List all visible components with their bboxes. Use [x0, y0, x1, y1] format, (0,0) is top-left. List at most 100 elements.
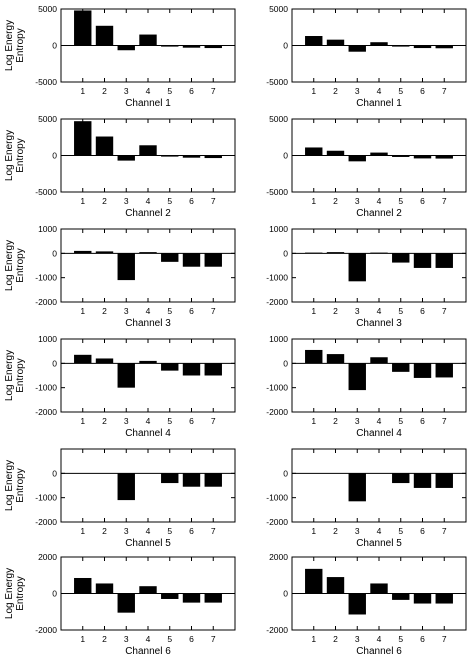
bar-7 — [435, 593, 453, 604]
bar-2 — [326, 39, 345, 46]
y-tick-label: -5000 — [35, 187, 57, 197]
x-tick-label: 4 — [146, 196, 151, 206]
bar-6 — [413, 155, 432, 159]
x-tick-label: 1 — [80, 86, 85, 96]
bar-1 — [305, 147, 323, 156]
x-tick-label: 4 — [377, 526, 382, 536]
y-tick-label: 0 — [52, 468, 57, 478]
bar-6 — [413, 363, 432, 378]
x-tick-label: 6 — [420, 196, 425, 206]
bar-1 — [74, 121, 92, 156]
chart-panel-7: 1000 0 -1000 -2000 1 2 3 4 5 6 7 Channel 4 Log Energ… — [4, 334, 236, 439]
y-axis-label: Log Energy — [4, 350, 15, 401]
bar-6 — [413, 593, 432, 604]
x-tick-label: 3 — [124, 306, 129, 316]
x-tick-label: 2 — [333, 86, 338, 96]
x-tick-label: 7 — [211, 634, 216, 644]
bar-1 — [305, 36, 323, 46]
x-tick-label: 1 — [311, 416, 316, 426]
y-tick-label: -2000 — [35, 625, 57, 635]
x-tick-label: 7 — [442, 634, 447, 644]
y-tick-label: -1000 — [266, 273, 288, 283]
bar-5 — [161, 155, 179, 157]
bar-4 — [139, 586, 157, 594]
bar-7 — [204, 593, 222, 603]
x-tick-label: 7 — [211, 86, 216, 96]
x-tick-label: 3 — [124, 634, 129, 644]
x-tick-label: 7 — [211, 306, 216, 316]
y-tick-label: -1000 — [35, 383, 57, 393]
x-tick-label: 7 — [211, 196, 216, 206]
chart-panel-8: 1000 0 -1000 -2000 1 2 3 4 5 6 7 Channel 4 — [266, 334, 467, 439]
bar-7 — [204, 45, 222, 49]
x-tick-label: 4 — [146, 306, 151, 316]
x-tick-label: 5 — [398, 306, 403, 316]
y-axis-label: Entropy — [15, 248, 26, 282]
chart-panel-3: 5000 0 -5000 1 2 3 4 5 6 7 Channel 2 Log Energy Entr… — [4, 114, 236, 219]
bar-3 — [348, 45, 366, 52]
x-tick-label: 1 — [80, 196, 85, 206]
x-tick-label: 5 — [398, 634, 403, 644]
x-tick-label: 5 — [398, 416, 403, 426]
x-tick-label: 6 — [189, 306, 194, 316]
y-axis-label: Log Energy — [4, 568, 15, 619]
x-tick-label: 2 — [102, 416, 107, 426]
bar-3 — [348, 253, 366, 282]
y-tick-label: 0 — [52, 358, 57, 368]
chart-panel-10: 0 -1000 -2000 1 2 3 4 5 6 7 Channel 5 — [266, 448, 467, 549]
x-tick-label: 4 — [377, 416, 382, 426]
bar-5 — [161, 593, 179, 599]
x-axis-label: Channel 2 — [356, 208, 402, 219]
x-tick-label: 6 — [189, 86, 194, 96]
y-tick-label: -2000 — [266, 517, 288, 527]
x-tick-label: 2 — [102, 86, 107, 96]
x-tick-label: 6 — [189, 634, 194, 644]
y-tick-label: -1000 — [266, 493, 288, 503]
y-tick-label: -5000 — [266, 77, 288, 87]
bar-2 — [95, 136, 114, 156]
chart-panel-5: 1000 0 -1000 -2000 1 2 3 4 5 6 7 Channel 3 Log Energ… — [4, 224, 236, 329]
x-tick-label: 5 — [398, 196, 403, 206]
y-axis-label: Entropy — [15, 28, 26, 62]
bar-4 — [370, 42, 388, 46]
bar-2 — [95, 583, 114, 594]
y-tick-label: -2000 — [35, 407, 57, 417]
chart-panel-2: 5000 0 -5000 1 2 3 4 5 6 7 Channel 1 — [266, 4, 467, 109]
bar-7 — [204, 253, 222, 267]
bar-5 — [161, 473, 179, 484]
y-tick-label: 0 — [283, 358, 288, 368]
bar-5 — [392, 45, 410, 47]
x-axis-label: Channel 5 — [356, 538, 402, 549]
y-tick-label: -2000 — [266, 297, 288, 307]
y-tick-label: 0 — [283, 248, 288, 258]
bar-7 — [204, 155, 222, 159]
bar-2 — [326, 252, 345, 254]
x-tick-label: 1 — [311, 526, 316, 536]
bar-4 — [139, 34, 157, 46]
x-axis-label: Channel 3 — [125, 318, 171, 329]
x-tick-label: 1 — [311, 306, 316, 316]
x-tick-label: 7 — [442, 306, 447, 316]
x-axis-label: Channel 6 — [356, 646, 402, 657]
x-tick-label: 5 — [167, 306, 172, 316]
bar-5 — [392, 363, 410, 372]
bar-1 — [74, 354, 92, 364]
bar-2 — [326, 354, 345, 364]
bar-6 — [182, 155, 201, 158]
x-tick-label: 2 — [333, 196, 338, 206]
chart-panel-12: 2000 0 -2000 1 2 3 4 5 6 7 Channel 6 — [266, 552, 467, 657]
y-tick-label: 0 — [283, 589, 288, 599]
x-tick-label: 1 — [80, 526, 85, 536]
y-tick-label: -2000 — [266, 625, 288, 635]
bar-7 — [435, 45, 453, 49]
y-tick-label: -5000 — [266, 187, 288, 197]
bar-1 — [74, 250, 92, 254]
x-tick-label: 7 — [442, 416, 447, 426]
x-tick-label: 3 — [124, 86, 129, 96]
x-tick-label: 2 — [102, 526, 107, 536]
x-tick-label: 1 — [311, 196, 316, 206]
bar-4 — [370, 152, 388, 156]
bar-4 — [139, 360, 157, 364]
x-tick-label: 6 — [420, 306, 425, 316]
x-tick-label: 4 — [377, 196, 382, 206]
